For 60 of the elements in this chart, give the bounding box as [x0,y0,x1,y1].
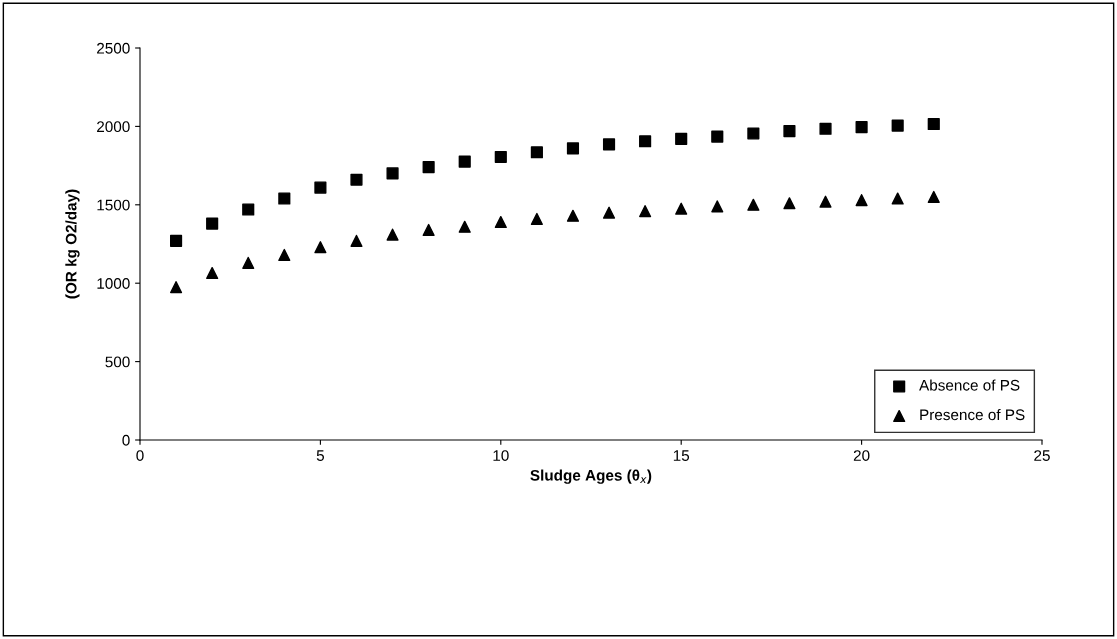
point [783,197,796,210]
y-axis-title: (OR kg O2/day) [65,189,80,299]
point [314,241,327,254]
point [494,215,507,229]
point [927,190,940,204]
x-tick-label: 25 [1034,450,1050,461]
point [602,138,616,151]
x-axis-title: Sludge Ages (θ$_{x}$) [530,469,652,484]
point [314,181,327,194]
point [206,266,219,280]
point [711,130,724,143]
point [530,212,543,225]
point [639,135,652,148]
point [242,203,255,216]
point [675,132,688,146]
point [891,192,904,205]
point [747,127,760,140]
x-tick-label: 0 [136,450,144,461]
point [566,209,580,222]
point [927,117,940,131]
x-tick-label: 5 [316,450,325,461]
point [170,281,183,294]
point [350,173,363,186]
point [747,198,760,211]
point [278,248,291,262]
point [458,155,471,168]
point [206,217,219,230]
point [278,192,291,205]
y-tick-label: 0 [122,434,130,446]
y-tick-label: 500 [105,356,130,368]
x-tick-label: 10 [493,450,509,461]
point [819,195,832,208]
point [350,234,363,247]
point [855,121,868,134]
point [494,150,507,164]
point [566,142,580,155]
point [242,256,255,269]
y-tick-label: 1500 [97,199,130,211]
point [855,194,868,207]
point [386,228,399,241]
point [422,223,435,236]
legend-label: Absence of PS [919,379,1020,391]
legend-label: Presence of PS [920,408,1025,421]
point [711,200,724,213]
y-tick-label: 2000 [97,121,130,133]
x-tick-label: 15 [673,450,690,461]
point [458,220,471,233]
point [602,206,616,219]
x-tick-label: 20 [853,450,870,461]
point [422,161,435,174]
point [783,125,796,138]
point [891,119,904,132]
point [819,122,832,135]
point [639,204,652,218]
y-tick-label: 1000 [97,278,130,289]
point [170,234,183,247]
y-tick-label: 2500 [97,42,130,54]
point [675,202,688,215]
point [530,146,543,159]
point [386,167,399,180]
